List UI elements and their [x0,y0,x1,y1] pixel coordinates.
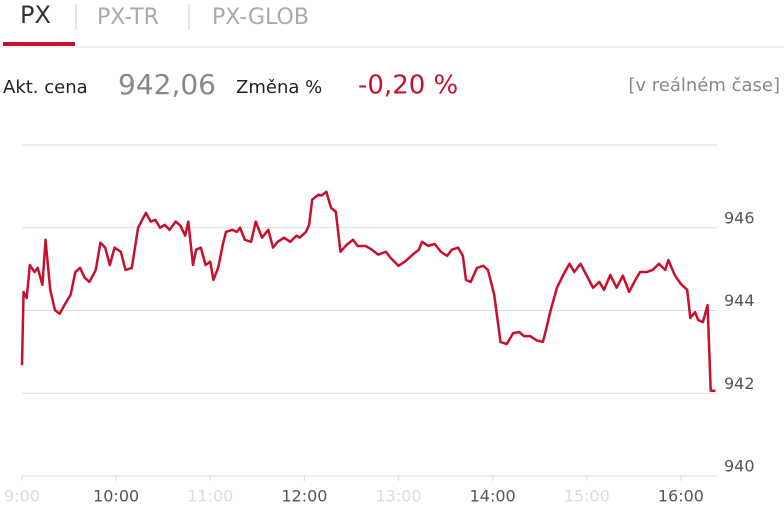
tab[interactable]: PX-GLOB [212,5,309,30]
tab-underline [3,42,75,46]
x-tick-label: 9:00 [4,487,40,506]
x-tick-label: 10:00 [93,487,139,506]
tab[interactable]: PX [20,1,51,29]
y-tick-label: 946 [724,208,755,227]
change: -0,20 % [358,71,458,101]
x-tick-label: 15:00 [564,487,610,506]
y-tick-label: 940 [724,457,755,476]
x-tick-label: 16:00 [658,487,704,506]
y-tick-label: 944 [724,291,755,310]
price: 942,06 [118,68,216,101]
change-label: Změna % [236,77,322,98]
price-label: Akt. cena [3,77,88,98]
x-tick-label: 11:00 [187,487,233,506]
x-tick-label: 14:00 [470,487,516,506]
y-tick-label: 942 [724,374,755,393]
x-tick-label: 13:00 [375,487,421,506]
x-tick-label: 12:00 [281,487,327,506]
realtime-note: [v reálném čase] [628,75,780,96]
plot: 940 942 944 946 9:00 10:00 11:00 12:00 13:00 14:0… [4,190,755,506]
price-line [20,190,716,393]
tab[interactable]: PX-TR [97,5,159,30]
